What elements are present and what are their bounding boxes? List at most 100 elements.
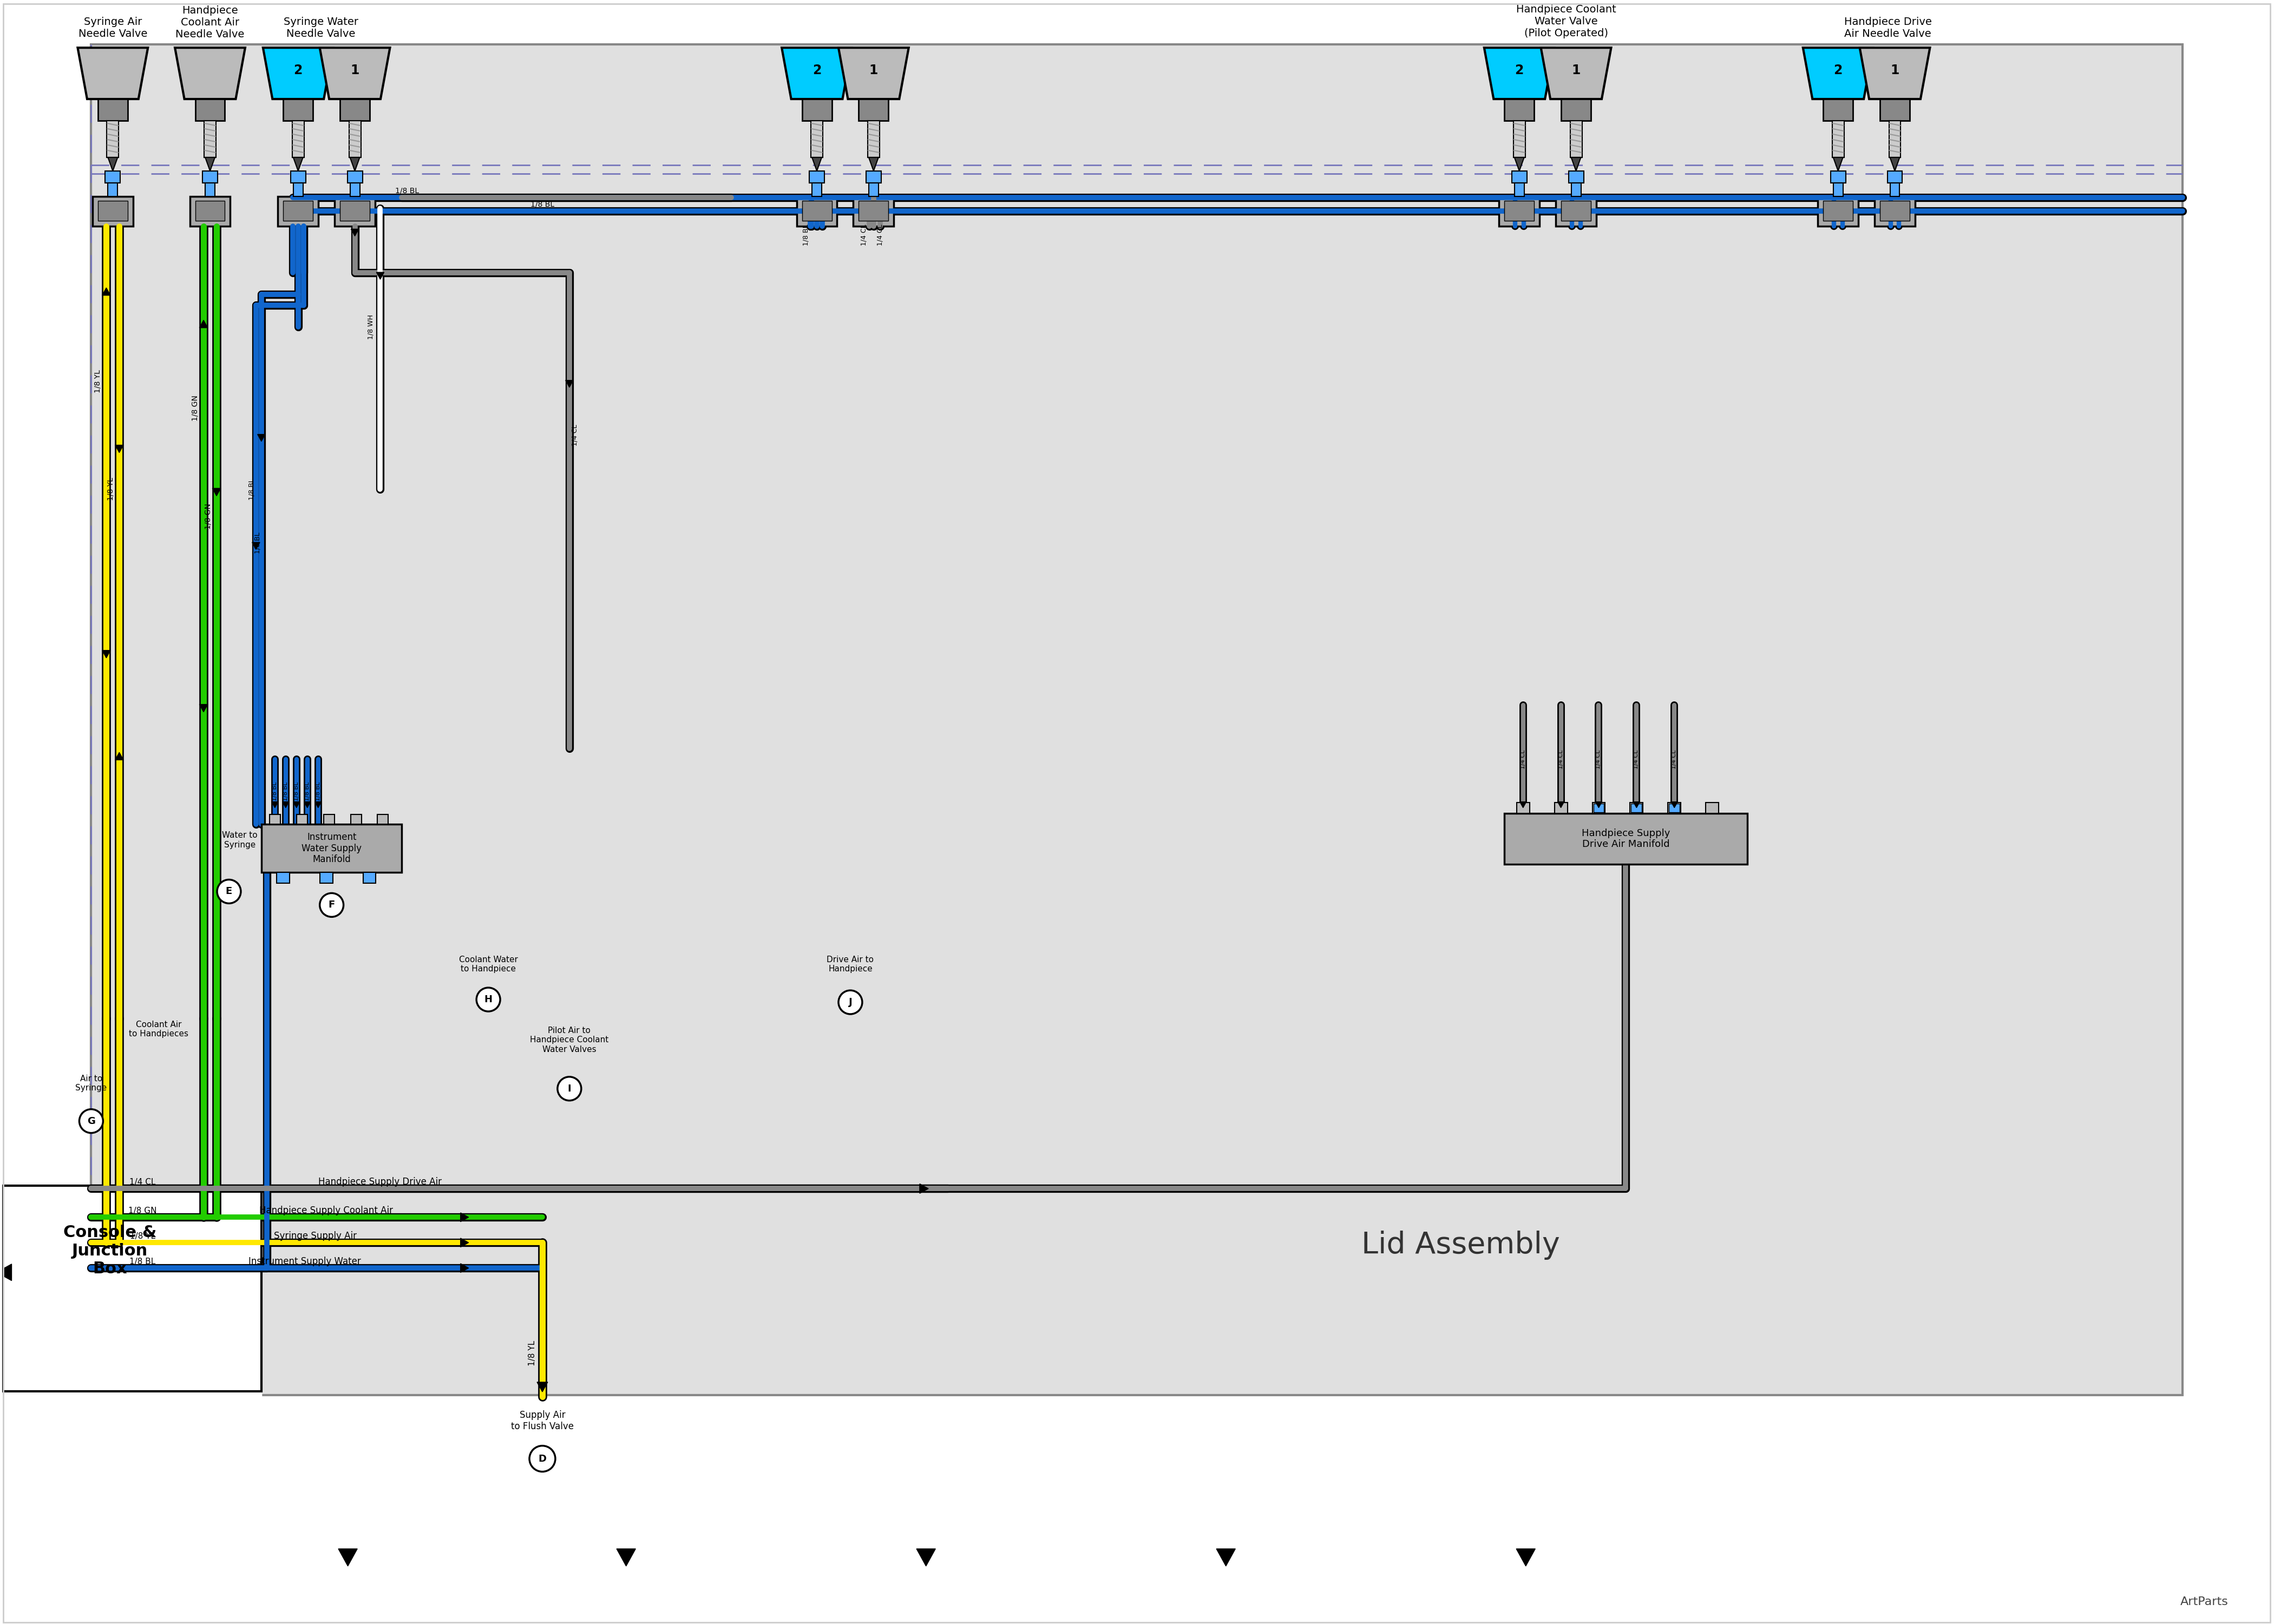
Text: G: G	[86, 1116, 96, 1125]
Bar	[2, 1392, 262, 1504]
Bar	[1630, 802, 1644, 814]
Text: 1/8 BL: 1/8 BL	[273, 783, 277, 801]
Polygon shape	[462, 1213, 468, 1221]
Bar	[1562, 99, 1592, 120]
Polygon shape	[205, 158, 216, 171]
Bar	[1890, 120, 1901, 158]
Polygon shape	[1671, 802, 1678, 807]
Text: 1/4 CL: 1/4 CL	[875, 224, 885, 245]
Polygon shape	[1803, 47, 1874, 99]
Polygon shape	[200, 320, 207, 328]
Bar	[93, 197, 134, 226]
Text: 1/8 BL: 1/8 BL	[255, 533, 262, 554]
Bar	[2, 1392, 262, 1510]
Polygon shape	[293, 158, 302, 171]
Bar	[196, 201, 225, 221]
Text: 2: 2	[293, 63, 302, 76]
Bar	[350, 814, 362, 823]
Bar	[341, 99, 371, 120]
Text: Handpiece Supply Drive Air: Handpiece Supply Drive Air	[318, 1177, 441, 1187]
Bar	[1514, 184, 1524, 197]
Polygon shape	[252, 542, 259, 549]
Bar	[860, 99, 889, 120]
Text: 1: 1	[1890, 63, 1899, 76]
Polygon shape	[1514, 158, 1524, 171]
Bar	[323, 814, 334, 823]
Polygon shape	[107, 158, 118, 171]
Polygon shape	[200, 705, 207, 711]
Text: 1/8 BL: 1/8 BL	[248, 479, 255, 500]
Text: Lid Assembly: Lid Assembly	[1362, 1231, 1560, 1260]
Polygon shape	[282, 802, 289, 807]
Polygon shape	[919, 1184, 928, 1194]
Bar	[1881, 99, 1910, 120]
Bar	[107, 184, 118, 197]
Text: 1/8 YL: 1/8 YL	[93, 369, 102, 393]
Bar	[1517, 802, 1530, 814]
Bar	[803, 201, 832, 221]
Bar	[1824, 99, 1853, 120]
Polygon shape	[616, 1549, 637, 1566]
Polygon shape	[102, 650, 111, 658]
Bar	[1512, 120, 1526, 158]
Bar	[348, 120, 362, 158]
Bar	[291, 120, 305, 158]
Text: Handpiece Coolant
Water Valve
(Pilot Operated): Handpiece Coolant Water Valve (Pilot Ope…	[1517, 5, 1617, 39]
Polygon shape	[566, 380, 573, 388]
Text: 1/4 CL: 1/4 CL	[1521, 750, 1526, 768]
Polygon shape	[839, 47, 910, 99]
Text: 1/8 WH: 1/8 WH	[366, 315, 373, 339]
Polygon shape	[77, 47, 148, 99]
Bar	[1555, 802, 1567, 814]
Text: D: D	[539, 1453, 546, 1463]
Bar	[869, 120, 880, 158]
Text: 1/4 CL: 1/4 CL	[1671, 750, 1676, 768]
Bar	[107, 120, 118, 158]
Bar	[205, 120, 216, 158]
Bar	[296, 814, 307, 823]
Bar	[1569, 120, 1583, 158]
Polygon shape	[462, 1263, 468, 1273]
Text: Handpiece
Coolant Air
Needle Valve: Handpiece Coolant Air Needle Valve	[175, 5, 246, 39]
Text: 2: 2	[1833, 63, 1842, 76]
Text: 1/4 CL: 1/4 CL	[571, 424, 578, 447]
Polygon shape	[1542, 47, 1612, 99]
Circle shape	[478, 987, 500, 1012]
Text: 1/4 CL: 1/4 CL	[130, 1177, 155, 1186]
Bar	[1874, 197, 1915, 226]
Text: 1/8 BL: 1/8 BL	[316, 783, 321, 801]
Polygon shape	[116, 752, 123, 760]
Text: 1/8 BL: 1/8 BL	[803, 224, 810, 245]
Polygon shape	[537, 1382, 548, 1392]
Bar	[205, 184, 216, 197]
Bar	[1569, 171, 1583, 184]
Polygon shape	[257, 434, 266, 442]
Text: F: F	[327, 900, 334, 909]
Text: Syringe Air
Needle Valve: Syringe Air Needle Valve	[77, 16, 148, 39]
Text: 1/8 GN: 1/8 GN	[127, 1207, 157, 1215]
Text: Supply Air
to Flush Valve: Supply Air to Flush Valve	[512, 1410, 573, 1431]
Polygon shape	[1633, 802, 1640, 807]
Bar	[810, 171, 825, 184]
Bar	[277, 197, 318, 226]
Bar	[364, 872, 375, 883]
Polygon shape	[377, 273, 384, 279]
Text: I: I	[568, 1083, 571, 1093]
Bar	[334, 197, 375, 226]
Bar	[1831, 171, 1846, 184]
Bar	[91, 44, 2183, 1395]
Text: Instrument
Water Supply
Manifold: Instrument Water Supply Manifold	[302, 831, 362, 864]
Bar	[1505, 99, 1535, 120]
Bar	[1562, 201, 1592, 221]
Polygon shape	[1860, 47, 1931, 99]
Text: 1/8 YL: 1/8 YL	[107, 477, 114, 500]
Text: 1/8 BL: 1/8 BL	[396, 187, 418, 195]
Bar	[262, 823, 402, 872]
Bar	[321, 872, 332, 883]
Polygon shape	[175, 47, 246, 99]
Polygon shape	[350, 158, 359, 171]
Text: 1/4 CL: 1/4 CL	[1633, 750, 1640, 768]
Bar	[1555, 197, 1596, 226]
Bar	[105, 171, 121, 184]
Polygon shape	[869, 158, 878, 171]
